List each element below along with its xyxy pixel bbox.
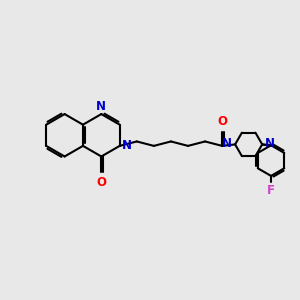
Text: O: O [96,176,106,189]
Text: N: N [265,137,275,150]
Text: O: O [217,115,227,128]
Text: N: N [122,140,132,152]
Text: N: N [96,100,106,112]
Text: F: F [267,184,275,197]
Text: N: N [222,137,232,150]
